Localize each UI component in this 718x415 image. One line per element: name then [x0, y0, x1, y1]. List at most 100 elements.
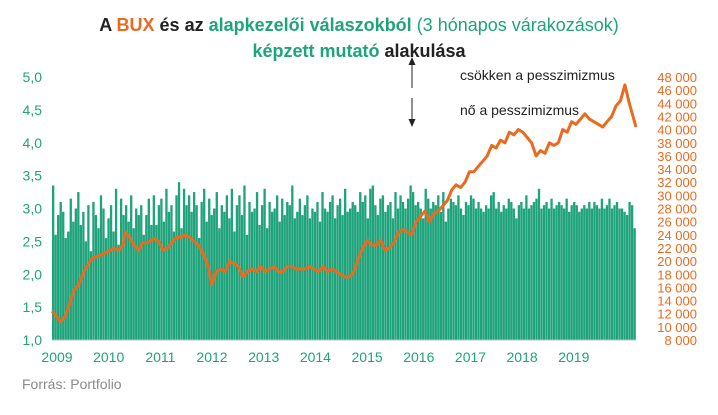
bar — [437, 195, 440, 340]
bar — [535, 198, 538, 340]
bar — [112, 231, 115, 340]
bar — [623, 211, 626, 340]
bar — [419, 208, 422, 340]
bar — [291, 185, 294, 340]
bar — [603, 208, 606, 340]
bar — [170, 205, 173, 340]
bar — [452, 201, 455, 340]
bar — [583, 205, 586, 340]
bar — [109, 205, 113, 340]
bar — [520, 201, 523, 340]
y-right-tick-label: 8 000 — [664, 333, 697, 348]
bar — [555, 205, 558, 340]
bar — [500, 211, 503, 340]
bar — [613, 205, 616, 340]
bar — [512, 208, 515, 340]
bar — [479, 208, 483, 340]
bar — [565, 198, 568, 340]
bar — [253, 208, 256, 340]
bar — [550, 198, 553, 340]
bar — [389, 201, 392, 340]
bar — [157, 205, 161, 340]
title-segment: (3 hónapos várakozások) — [411, 15, 619, 35]
bar — [608, 198, 611, 340]
bar — [598, 208, 601, 340]
bar — [160, 198, 163, 340]
y-right-tick-label: 42 000 — [657, 110, 697, 125]
bar — [386, 205, 390, 340]
bar — [510, 201, 513, 340]
bar — [52, 185, 55, 340]
x-tick-label: 2018 — [507, 349, 538, 365]
bar — [175, 195, 178, 340]
title-segment: alapkezelői válaszokból — [208, 15, 412, 35]
bar — [293, 218, 296, 340]
bar — [366, 218, 369, 340]
title-segment: képzett mutató — [252, 41, 380, 61]
bar — [552, 208, 556, 340]
bar — [326, 211, 329, 340]
title-line-1: A BUX és az alapkezelői válaszokból (3 h… — [0, 12, 718, 38]
title-line-2: képzett mutató alakulása — [0, 38, 718, 64]
bar — [527, 208, 531, 340]
bar — [590, 208, 594, 340]
bar — [401, 201, 405, 340]
y-right-tick-label: 24 000 — [657, 228, 697, 243]
x-tick-label: 2010 — [93, 349, 124, 365]
bar — [145, 215, 148, 340]
bux-line — [50, 83, 638, 324]
bar — [97, 228, 100, 340]
bar — [87, 205, 90, 340]
bar — [575, 205, 578, 340]
bar — [132, 228, 135, 340]
bar — [477, 201, 480, 340]
annotation-down-text: nő a pesszimizmus — [460, 102, 579, 118]
bar — [223, 211, 226, 340]
bar — [467, 205, 470, 340]
bar — [542, 205, 546, 340]
y-left-tick-label: 5,0 — [23, 69, 43, 85]
bar — [187, 195, 191, 340]
bar — [391, 218, 395, 340]
bar — [69, 198, 72, 340]
bar — [464, 201, 468, 340]
bar — [99, 195, 103, 340]
x-tick-label: 2011 — [145, 349, 175, 365]
x-tick-label: 2013 — [248, 349, 279, 365]
y-right-tick-label: 18 000 — [657, 267, 697, 282]
bar — [625, 215, 629, 340]
bar — [540, 208, 543, 340]
bar — [547, 208, 551, 340]
bar — [432, 201, 435, 340]
bar — [198, 238, 201, 340]
bar — [155, 224, 158, 340]
bar — [92, 201, 95, 340]
bar — [258, 224, 261, 340]
bar — [525, 195, 528, 340]
bar — [250, 211, 254, 340]
y-left-tick-label: 1,0 — [23, 332, 43, 348]
bar — [495, 208, 498, 340]
bar — [482, 211, 485, 340]
bar — [59, 201, 62, 340]
bar — [469, 195, 473, 340]
bar — [281, 198, 284, 340]
bar — [245, 234, 249, 340]
y-right-tick-label: 30 000 — [657, 188, 697, 203]
bar — [230, 188, 234, 340]
bar — [399, 195, 402, 340]
bar — [517, 205, 521, 340]
y-left-tick-label: 2,0 — [23, 266, 43, 282]
bar — [255, 192, 259, 340]
bar — [417, 201, 420, 340]
bar — [117, 244, 120, 340]
y-right-tick-label: 20 000 — [657, 254, 697, 269]
bar — [137, 215, 140, 340]
bar — [94, 215, 98, 340]
bar — [313, 211, 317, 340]
bar — [396, 208, 400, 340]
bar — [439, 211, 442, 340]
bar — [447, 208, 450, 340]
bar — [177, 182, 181, 340]
bar — [568, 211, 571, 340]
